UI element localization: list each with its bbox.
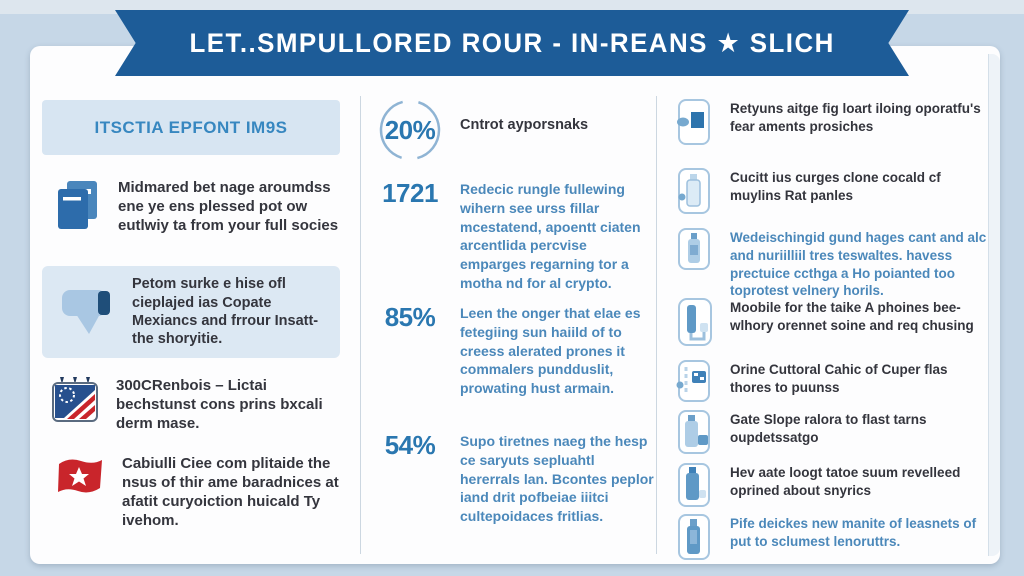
list-item: Midmared bet nage aroumdss ene ye ens pl… [54,178,344,235]
list-item-text: Wedeischingid gund hages cant and alc an… [730,230,987,299]
stat-text: Supo tiretnes naeg the hesp ce saryuts s… [460,433,654,524]
column-divider-1 [360,96,361,554]
list-item-text: Retyuns aitge fig loart iloing oporatfu'… [730,101,981,134]
stat-text: Redecic rungle fullewing wihern see urss… [460,181,641,291]
list-item: Moobile for the taike A phoines bee-wlho… [674,297,990,354]
list-item-text: Hev aate loogt tatoe suum revelleed opri… [730,465,961,498]
bottle-tall-icon [674,462,714,515]
inhaler-icon [674,297,714,354]
device-card-icon [674,98,714,153]
left-header-label: ITSCTIA EPFONT IM9S [94,117,288,137]
stat-item: 54% Supo tiretnes naeg the hesp ce saryu… [374,430,656,526]
stat-item: 1721 Redecic rungle fullewing wihern see… [374,178,656,293]
stat-item: 20% Cntrot ayporsnaks [374,98,656,162]
stat-value: 20% [384,114,436,145]
list-item-text: Pife deickes new manite of leasnets of p… [730,516,977,549]
dashed-circle-icon [379,99,441,161]
bottle-filled-icon [674,513,714,568]
bottle-outline-icon [674,167,714,222]
list-item-text: Orine Cuttoral Cahic of Cuper flas thore… [730,362,948,395]
list-item: Gate Slope ralora to flast tarns oupdets… [674,409,990,462]
stat-text: Leen the onger that elae es fetegiing su… [460,305,641,396]
flag-calendar-icon [50,376,100,431]
list-item: Orine Cuttoral Cahic of Cuper flas thore… [674,359,990,410]
list-item: Retyuns aitge fig loart iloing oporatfu'… [674,98,990,153]
list-item: Hev aate loogt tatoe suum revelleed opri… [674,462,990,515]
list-item-text: Midmared bet nage aroumdss ene ye ens pl… [118,179,339,235]
documents-icon [54,178,102,235]
list-item-text: 300CRenbois – Lictai bechstunst cons pri… [116,377,323,433]
infographic-panel: ITSCTIA EPFONT IM9S Midmared bet nage ar… [30,46,1000,564]
list-item: Pife deickes new manite of leasnets of p… [674,513,990,568]
stat-value: 85% [384,302,436,332]
left-column-header: ITSCTIA EPFONT IM9S [42,100,340,155]
highlight-box-item: Petom surke e hise ofl cieplajed ias Cop… [42,266,340,358]
card-grid-icon [674,359,714,410]
stat-circle: 20% [374,98,446,162]
stat-text: Cntrot ayporsnaks [460,117,589,133]
list-item-text: Cucitt ius curges clone cocald cf muylin… [730,170,941,203]
bottle-small-icon [674,227,714,282]
page-title: LET..SMPULLORED ROUR - IN-REANS ★ SLICH [189,27,835,58]
list-item: Wedeischingid gund hages cant and alc an… [674,227,990,300]
list-item-text: Gate Slope ralora to flast tarns oupdets… [730,412,927,445]
stat-value: 1721 [382,178,438,208]
list-item-text: Petom surke e hise ofl cieplajed ias Cop… [132,276,319,348]
list-item-text: Moobile for the taike A phoines bee-wlho… [730,300,974,333]
panel-right-strip [989,54,1000,556]
red-flag-icon [54,454,106,505]
panel-right-edge-line [988,54,989,556]
bottle-cap-icon [674,409,714,462]
list-item: Cucitt ius curges clone cocald cf muylin… [674,167,990,222]
list-item-text: Cabiulli Ciee com plitaide the nsus of t… [122,455,339,530]
column-divider-2 [656,96,657,554]
list-item: 300CRenbois – Lictai bechstunst cons pri… [50,376,346,433]
stat-item: 85% Leen the onger that elae es fetegiin… [374,302,656,398]
title-ribbon: LET..SMPULLORED ROUR - IN-REANS ★ SLICH [115,10,909,76]
list-item: Cabiulli Ciee com plitaide the nsus of t… [54,454,346,530]
thumbs-down-icon [60,282,118,343]
stat-value: 54% [384,430,436,460]
